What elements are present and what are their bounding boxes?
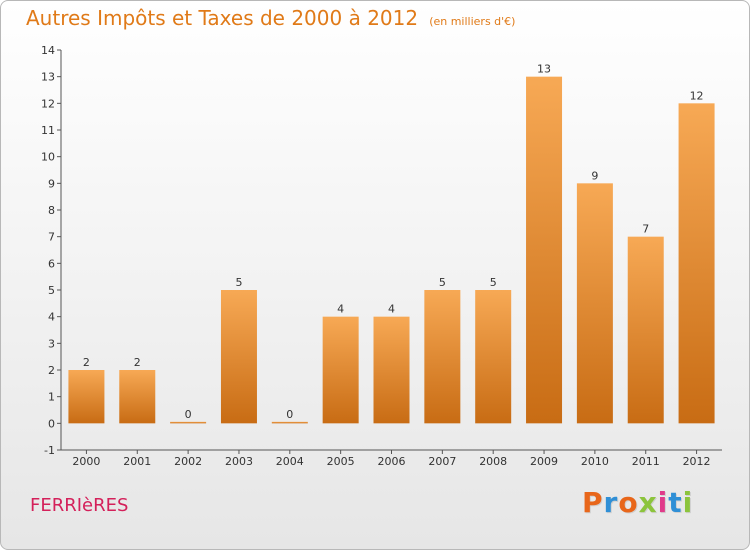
logo-letter: x bbox=[638, 486, 658, 519]
chart-title: Autres Impôts et Taxes de 2000 à 2012 bbox=[26, 6, 419, 30]
y-tick-label: 13 bbox=[41, 71, 55, 84]
bars: 2 2 0 5 0 4 4 5 5 13 9 7 12 bbox=[68, 63, 715, 424]
logo-letter: i bbox=[657, 486, 669, 519]
x-tick-label: 2011 bbox=[632, 455, 660, 468]
y-tick-label: 5 bbox=[48, 284, 55, 297]
data-label-2007: 5 bbox=[439, 276, 446, 289]
chart-title-block: Autres Impôts et Taxes de 2000 à 2012 (e… bbox=[26, 6, 515, 30]
data-label-2005: 4 bbox=[337, 303, 344, 316]
bar-2005 bbox=[322, 316, 359, 424]
bar-2000 bbox=[68, 370, 105, 424]
y-tick-label: -1 bbox=[44, 444, 55, 457]
x-tick-label: 2012 bbox=[683, 455, 711, 468]
data-label-2008: 5 bbox=[490, 276, 497, 289]
x-tick-label: 2008 bbox=[479, 455, 507, 468]
bar-2001 bbox=[119, 370, 156, 424]
proxiti-logo: Proxiti bbox=[582, 486, 693, 519]
logo-letter: o bbox=[618, 486, 639, 519]
data-label-2003: 5 bbox=[235, 276, 242, 289]
y-tick-label: 14 bbox=[41, 44, 55, 57]
x-tick-label: 2003 bbox=[225, 455, 253, 468]
x-tick-label: 2001 bbox=[123, 455, 151, 468]
data-label-2000: 2 bbox=[83, 356, 90, 369]
y-tick-label: 8 bbox=[48, 204, 55, 217]
y-tick-label: 3 bbox=[48, 337, 55, 350]
logo-letter: r bbox=[603, 486, 619, 519]
bar-2008 bbox=[475, 290, 512, 424]
y-tick-label: 10 bbox=[41, 151, 55, 164]
commune-name: FERRIèRES bbox=[30, 495, 129, 516]
bar-2009 bbox=[526, 76, 563, 424]
x-tick-label: 2002 bbox=[174, 455, 202, 468]
y-tick-label: 4 bbox=[48, 311, 55, 324]
bar-2004 bbox=[271, 421, 308, 424]
bar-2011 bbox=[627, 236, 664, 424]
bar-2003 bbox=[220, 290, 257, 424]
data-label-2009: 13 bbox=[537, 63, 551, 76]
data-label-2004: 0 bbox=[286, 408, 293, 421]
x-tick-label: 2009 bbox=[530, 455, 558, 468]
x-tick-label: 2000 bbox=[72, 455, 100, 468]
bar-2010 bbox=[576, 183, 613, 424]
y-tick-label: 6 bbox=[48, 257, 55, 270]
x-tick-label: 2004 bbox=[276, 455, 304, 468]
y-tick-label: 0 bbox=[48, 417, 55, 430]
data-label-2001: 2 bbox=[134, 356, 141, 369]
logo-letter: i bbox=[682, 486, 694, 519]
logo-letter: t bbox=[668, 486, 683, 519]
x-tick-label: 2005 bbox=[327, 455, 355, 468]
bar-2006 bbox=[373, 316, 410, 424]
y-tick-label: 12 bbox=[41, 97, 55, 110]
y-tick-label: 7 bbox=[48, 231, 55, 244]
bar-2007 bbox=[424, 290, 461, 424]
bar-2012 bbox=[678, 103, 715, 424]
x-ticks: 2000 2001 2002 2003 2004 2005 2006 2007 2008 2009… bbox=[72, 450, 711, 468]
data-label-2011: 7 bbox=[642, 223, 649, 236]
unit-note: (en milliers d'€) bbox=[429, 15, 516, 28]
data-label-2012: 12 bbox=[690, 89, 704, 102]
data-label-2010: 9 bbox=[591, 169, 598, 182]
y-tick-label: 2 bbox=[48, 364, 55, 377]
x-tick-label: 2006 bbox=[378, 455, 406, 468]
x-tick-label: 2007 bbox=[428, 455, 456, 468]
data-label-2006: 4 bbox=[388, 303, 395, 316]
data-label-2002: 0 bbox=[185, 408, 192, 421]
x-tick-label: 2010 bbox=[581, 455, 609, 468]
logo-letter: P bbox=[582, 486, 604, 519]
y-tick-label: 11 bbox=[41, 124, 55, 137]
bar-2002 bbox=[170, 421, 207, 424]
y-tick-label: 1 bbox=[48, 391, 55, 404]
y-tick-label: 9 bbox=[48, 177, 55, 190]
